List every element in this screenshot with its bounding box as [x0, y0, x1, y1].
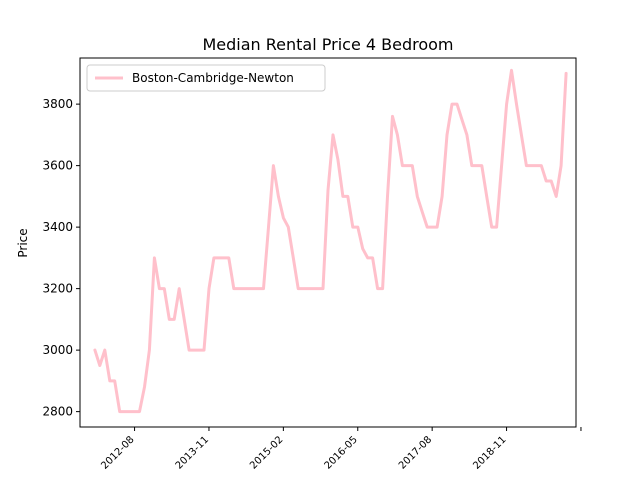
- series-layer: [93, 68, 568, 414]
- legend-box: [86, 64, 326, 92]
- plot-area: [79, 57, 577, 428]
- chart-title: Median Rental Price 4 Bedroom: [202, 35, 453, 54]
- y-axis-label: Price: [16, 228, 30, 257]
- y-tick-label: 3600: [42, 159, 73, 173]
- axes-frame: [79, 57, 577, 428]
- y-tick-label: 3000: [42, 343, 73, 357]
- y-axis-ticks: 2800 3000 3200 3400 3600 3800: [42, 97, 80, 419]
- legend: Boston-Cambridge-Newton: [86, 64, 326, 92]
- x-tick-label: 2018-11: [471, 434, 508, 471]
- y-tick-label: 3400: [42, 220, 73, 234]
- legend-label: Boston-Cambridge-Newton: [132, 71, 294, 85]
- y-tick-label: 3800: [42, 97, 73, 111]
- x-tick-label: 2012-08: [99, 434, 136, 471]
- x-tick-label: 2017-08: [397, 434, 434, 471]
- x-tick-label: 2016-05: [323, 434, 360, 471]
- series-line: [93, 68, 568, 414]
- x-tick-label: 2015-02: [248, 434, 285, 471]
- x-axis-ticks: 2012-08 2013-11 2015-02 2016-05 2017-08 2018-…: [99, 427, 582, 472]
- x-tick-label: 2013-11: [174, 434, 211, 471]
- y-tick-label: 3200: [42, 282, 73, 296]
- y-tick-label: 2800: [42, 405, 73, 419]
